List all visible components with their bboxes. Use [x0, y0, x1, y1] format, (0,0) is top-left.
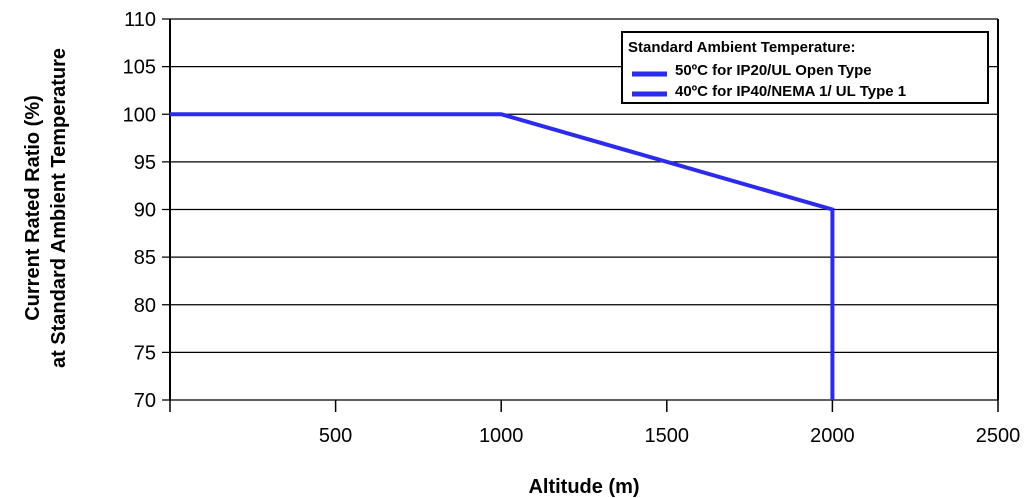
x-tick-label-1000: 1000 [479, 425, 524, 447]
x-tick-label-2500: 2500 [976, 425, 1021, 447]
y-axis-title-line-1: Current Rated Ratio (%) [22, 95, 44, 321]
y-tick-label-110: 110 [124, 9, 156, 31]
x-tick-label-2000: 2000 [810, 425, 855, 447]
y-axis-title-line-2: at Standard Ambient Temperature [48, 48, 70, 368]
x-axis-title: Altitude (m) [528, 476, 639, 498]
y-tick-label-100: 100 [123, 104, 156, 126]
y-tick-label-70: 70 [134, 390, 156, 412]
x-axis-ticks: 500 1000 1500 2000 2500 [170, 400, 1020, 447]
legend-entry-2: 40ºC for IP40/NEMA 1/ UL Type 1 [675, 83, 906, 100]
legend-entry-1: 50ºC for IP20/UL Open Type [675, 62, 872, 79]
y-tick-label-80: 80 [134, 295, 156, 317]
y-tick-label-105: 105 [123, 57, 156, 79]
x-tick-label-500: 500 [319, 425, 352, 447]
y-tick-label-90: 90 [134, 200, 156, 222]
legend-title: Standard Ambient Temperature: [628, 39, 856, 56]
y-axis-ticks: 70 75 80 85 90 95 100 105 110 [123, 9, 156, 412]
y-tick-label-85: 85 [134, 247, 156, 269]
y-tick-label-75: 75 [134, 342, 156, 364]
y-tick-label-95: 95 [134, 152, 156, 174]
legend: Standard Ambient Temperature: 50ºC for I… [622, 32, 988, 103]
x-tick-label-1500: 1500 [645, 425, 690, 447]
